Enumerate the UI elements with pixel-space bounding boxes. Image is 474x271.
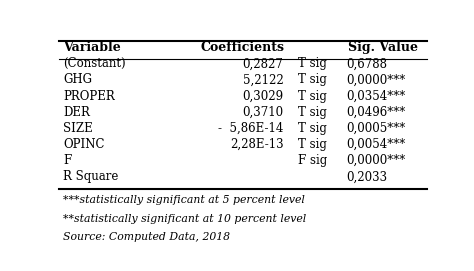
Text: -  5,86E-14: - 5,86E-14 (218, 122, 283, 135)
Text: 0,0005***: 0,0005*** (346, 122, 405, 135)
Text: 0,0000***: 0,0000*** (346, 73, 405, 86)
Text: T sig: T sig (298, 138, 327, 151)
Text: T sig: T sig (298, 106, 327, 119)
Text: **statistically significant at 10 percent level: **statistically significant at 10 percen… (63, 214, 306, 224)
Text: F sig: F sig (298, 154, 327, 167)
Text: PROPER: PROPER (63, 90, 115, 103)
Text: ***statistically significant at 5 percent level: ***statistically significant at 5 percen… (63, 195, 305, 205)
Text: 0,0496***: 0,0496*** (346, 106, 405, 119)
Text: 0,6788: 0,6788 (346, 57, 387, 70)
Text: T sig: T sig (298, 122, 327, 135)
Text: 0,3029: 0,3029 (242, 90, 283, 103)
Text: DER: DER (63, 106, 90, 119)
Text: 2,28E-13: 2,28E-13 (230, 138, 283, 151)
Text: 5,2122: 5,2122 (243, 73, 283, 86)
Text: GHG: GHG (63, 73, 92, 86)
Text: OPINC: OPINC (63, 138, 104, 151)
Text: R Square: R Square (63, 170, 118, 183)
Text: 0,2827: 0,2827 (243, 57, 283, 70)
Text: 0,2033: 0,2033 (346, 170, 387, 183)
Text: (Constant): (Constant) (63, 57, 126, 70)
Text: Variable: Variable (63, 41, 121, 54)
Text: Source: Computed Data, 2018: Source: Computed Data, 2018 (63, 232, 230, 242)
Text: 0,0354***: 0,0354*** (346, 90, 405, 103)
Text: T sig: T sig (298, 90, 327, 103)
Text: Coefficients: Coefficients (201, 41, 285, 54)
Text: SIZE: SIZE (63, 122, 93, 135)
Text: T sig: T sig (298, 57, 327, 70)
Text: 0,0000***: 0,0000*** (346, 154, 405, 167)
Text: 0,3710: 0,3710 (242, 106, 283, 119)
Text: T sig: T sig (298, 73, 327, 86)
Text: Sig. Value: Sig. Value (347, 41, 418, 54)
Text: F: F (63, 154, 71, 167)
Text: 0,0054***: 0,0054*** (346, 138, 405, 151)
